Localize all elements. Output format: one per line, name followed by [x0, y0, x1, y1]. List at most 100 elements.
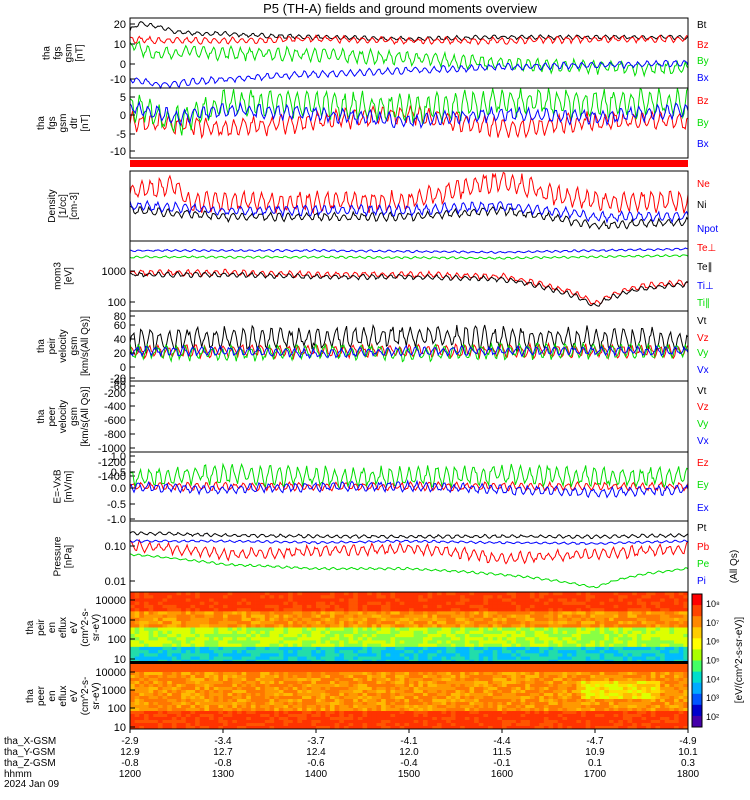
spectrogram-cell: [483, 687, 489, 691]
spectrogram-cell: [371, 608, 377, 612]
spectrogram-cell: [622, 627, 628, 632]
spectrogram-cell: [302, 687, 308, 691]
spectrogram-cell: [367, 663, 373, 667]
legend-Te∥: Te∥: [697, 262, 713, 273]
spectrogram-cell: [413, 663, 419, 667]
spectrogram-cell: [418, 666, 424, 670]
spectrogram-cell: [608, 633, 614, 638]
spectrogram-cell: [362, 702, 368, 706]
spectrogram-cell: [167, 696, 173, 700]
spectrogram-cell: [260, 646, 266, 651]
spectrogram-cell: [297, 681, 303, 685]
spectrogram-cell: [395, 614, 401, 619]
spectrogram-cell: [199, 726, 205, 730]
spectrogram-cell: [241, 675, 247, 679]
spectrogram-cell: [395, 617, 401, 622]
spectrogram-cell: [399, 684, 405, 688]
spectrogram-cell: [562, 646, 568, 651]
spectrogram-cell: [255, 663, 261, 667]
spectrogram-cell: [515, 598, 521, 603]
spectrogram-cell: [260, 630, 266, 635]
spectrogram-cell: [167, 711, 173, 715]
spectrogram-cell: [278, 711, 284, 715]
spectrogram-cell: [241, 592, 247, 596]
spectrogram-cell: [195, 717, 201, 721]
spectrogram-cell: [474, 717, 480, 721]
spectrogram-cell: [571, 624, 577, 628]
spectrogram-cell: [502, 627, 508, 632]
spectrogram-cell: [260, 663, 266, 667]
spectrogram-cell: [469, 633, 475, 638]
spectrogram-cell: [413, 690, 419, 694]
spectrogram-cell: [664, 614, 670, 619]
spectrogram-cell: [441, 720, 447, 724]
spectrogram-cell: [478, 720, 484, 724]
spectrogram-cell: [641, 595, 647, 599]
spectrogram-cell: [450, 614, 456, 619]
spectrogram-cell: [404, 705, 410, 709]
spectrogram-cell: [562, 617, 568, 622]
spectrogram-cell: [557, 675, 563, 679]
spectrogram-cell: [325, 633, 331, 638]
spectrogram-cell: [195, 621, 201, 625]
spectrogram-cell: [274, 621, 280, 625]
spectrogram-cell: [553, 705, 559, 709]
spectrogram-cell: [418, 627, 424, 632]
spectrogram-cell: [543, 726, 549, 730]
spectrogram-cell: [357, 614, 363, 619]
spectrogram-cell: [157, 681, 163, 685]
spectrogram-cell: [339, 693, 345, 697]
spectrogram-cell: [223, 621, 229, 625]
spectrogram-cell: [288, 630, 294, 635]
spectrogram-cell: [348, 708, 354, 712]
spectrogram-cell: [190, 663, 196, 667]
spectrogram-cell: [246, 627, 252, 632]
spectrogram-cell: [427, 714, 433, 718]
spectrogram-cell: [399, 669, 405, 673]
spectrogram-cell: [227, 637, 233, 641]
spectrogram-cell: [269, 614, 275, 619]
y-tick-label: 0.5: [111, 467, 126, 479]
spectrogram-cell: [567, 627, 573, 632]
spectrogram-cell: [255, 611, 261, 615]
spectrogram-cell: [520, 601, 526, 606]
spectrogram-cell: [195, 601, 201, 606]
spectrogram-cell: [469, 702, 475, 706]
spectrogram-cell: [655, 653, 661, 657]
spectrogram-cell: [585, 608, 591, 612]
spectrogram-cell: [506, 672, 512, 676]
spectrogram-cell: [506, 633, 512, 638]
spectrogram-cell: [553, 678, 559, 682]
spectrogram-cell: [534, 705, 540, 709]
spectrogram-cell: [464, 684, 470, 688]
spectrogram-cell: [167, 723, 173, 727]
spectrogram-cell: [483, 696, 489, 700]
spectrogram-cell: [329, 650, 335, 654]
spectrogram-cell: [427, 650, 433, 654]
spectrogram-cell: [646, 595, 652, 599]
spectrogram-cell: [292, 653, 298, 657]
spectrogram-cell: [529, 637, 535, 641]
spectrogram-cell: [255, 633, 261, 638]
spectrogram-cell: [525, 672, 531, 676]
spectrogram-cell: [474, 675, 480, 679]
spectrogram-cell: [506, 646, 512, 651]
spectrogram-cell: [441, 696, 447, 700]
spectrogram-cell: [153, 717, 159, 721]
spectrogram-cell: [264, 592, 270, 596]
spectrogram-cell: [515, 705, 521, 709]
spectrogram-cell: [250, 646, 256, 651]
spectrogram-cell: [376, 666, 382, 670]
spectrogram-cell: [204, 669, 210, 673]
spectrogram-cell: [515, 611, 521, 615]
spectrogram-cell: [134, 684, 140, 688]
spectrogram-cell: [176, 666, 182, 670]
spectrogram-cell: [492, 595, 498, 599]
spectrogram-cell: [395, 687, 401, 691]
spectrogram-cell: [306, 672, 312, 676]
spectrogram-cell: [385, 646, 391, 651]
spectrogram-cell: [148, 708, 154, 712]
spectrogram-cell: [357, 669, 363, 673]
spectrogram-cell: [450, 696, 456, 700]
